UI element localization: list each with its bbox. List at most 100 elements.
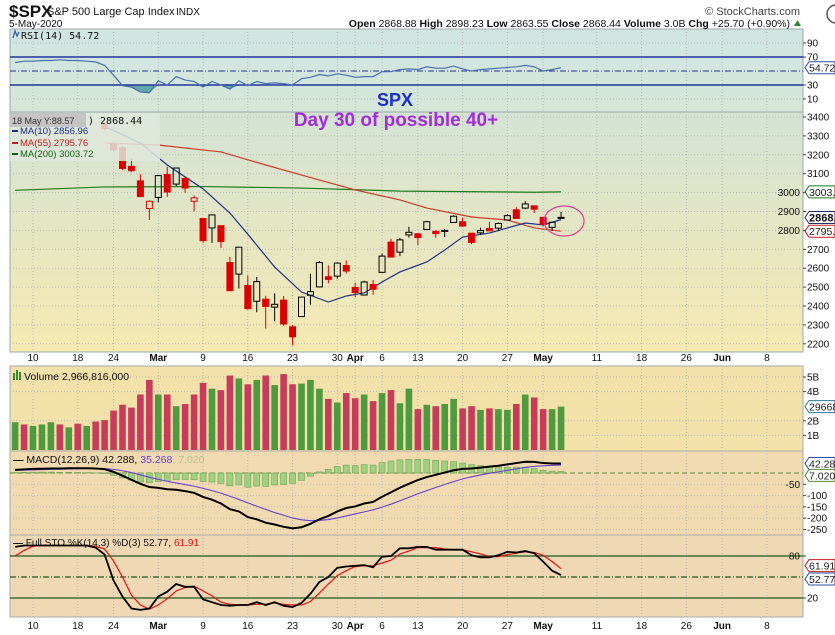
- volume-bar: [146, 379, 153, 450]
- y-tick-label: -200: [807, 514, 827, 525]
- x-tick-label: 10: [27, 621, 39, 632]
- candle: [512, 207, 520, 220]
- volume-bar: [369, 401, 377, 450]
- candle: [387, 238, 395, 258]
- logo-icon: [826, 4, 835, 24]
- volume-bar: [74, 423, 82, 450]
- candle-body: [396, 239, 404, 253]
- candle: [548, 221, 556, 231]
- macd-histogram-bar: [262, 472, 270, 487]
- candle: [262, 295, 270, 329]
- volume-bar: [468, 406, 475, 450]
- right-axis-tags: 54.72 3003.7 2868.4 2795.7 29668 42.2887.020 6…: [804, 61, 835, 586]
- candle: [289, 324, 297, 346]
- volume-bar: [163, 394, 171, 450]
- y-tick-label: -50: [786, 480, 801, 491]
- macd-histogram-bar: [342, 464, 350, 474]
- volume-bar: [539, 409, 547, 450]
- candle: [306, 273, 314, 305]
- tag-box: [804, 224, 835, 238]
- x-tick-label: 27: [502, 621, 514, 632]
- volume-bar: [217, 390, 225, 450]
- volume-bar: [360, 394, 368, 450]
- candle: [503, 213, 511, 221]
- macd-histogram-bar: [396, 459, 404, 474]
- macd-histogram-bar: [271, 472, 278, 486]
- triangle-up-icon: [794, 20, 801, 26]
- volume-bar: [477, 409, 484, 450]
- annotation-subtitle: Day 30 of possible 40+: [294, 110, 498, 131]
- macd-histogram-bar: [369, 464, 377, 474]
- chg-value: +25.70 (+0.90%): [712, 18, 790, 30]
- y-tick-label: 2300: [807, 320, 830, 331]
- candle: [235, 246, 243, 289]
- x-tick-label: 27: [502, 353, 514, 364]
- macd-histogram-bar: [325, 469, 332, 474]
- macd-histogram-bar: [298, 472, 305, 481]
- volume-bar: [137, 394, 144, 450]
- x-tick-label: 18: [636, 621, 648, 632]
- volume-bar: [432, 406, 440, 450]
- volume-bar: [29, 425, 37, 450]
- candle: [253, 277, 261, 313]
- x-tick-label: Apr: [347, 621, 364, 632]
- macd-histogram-bar: [557, 471, 565, 474]
- sto-legend: — Full STO %K(14,3) %D(3) 52.77, 61.91: [13, 538, 199, 549]
- ma200-legend: MA(200) 3003.72: [20, 149, 93, 160]
- x-tick-label: 9: [200, 353, 206, 364]
- candle-body: [324, 276, 332, 280]
- tag-rsi: 54.72: [804, 61, 835, 75]
- candle: [333, 262, 341, 279]
- volume-bar: [280, 374, 287, 450]
- y-tick-label: -150: [807, 502, 827, 513]
- macd-histogram-bar: [56, 472, 64, 474]
- candle: [360, 280, 368, 296]
- macd-histogram-bar: [414, 458, 422, 474]
- candle: [557, 211, 565, 219]
- x-tick-label: 13: [412, 353, 424, 364]
- x-tick-label: 23: [287, 353, 299, 364]
- x-tick-label: 8: [764, 621, 770, 632]
- volume-bar: [155, 394, 162, 450]
- volume-bar: [65, 427, 73, 450]
- volume-bar: [316, 388, 323, 450]
- macd-histogram-bar: [29, 471, 37, 474]
- y-tick-label: 3200: [807, 150, 830, 161]
- macd-histogram-bar: [65, 472, 73, 474]
- annotation-circle: [543, 205, 585, 237]
- volume-bar: [307, 379, 314, 450]
- x-tick-label: 23: [287, 621, 299, 632]
- symbol: $SPX: [9, 2, 53, 21]
- volume-bar: [459, 408, 466, 450]
- candle-body: [485, 228, 493, 232]
- volume-bar: [334, 402, 341, 450]
- tag-value: 2795.7: [809, 226, 835, 238]
- sto-d-line: [14, 544, 562, 610]
- y-tick-label: 80: [789, 552, 801, 563]
- volume-icon-bar: [19, 372, 21, 380]
- close-value: 2868.44: [583, 18, 621, 30]
- macd-histogram-bar: [172, 472, 180, 481]
- candle: [315, 261, 323, 288]
- candle: [423, 220, 431, 230]
- volume-legend: Volume 2,966,816,000: [13, 370, 129, 383]
- x-tick-label: 8: [764, 353, 770, 364]
- volume-bar: [298, 383, 305, 450]
- tag-value: 54.72: [809, 63, 835, 75]
- tag-box: [804, 210, 835, 224]
- y-tick-label: 3000: [778, 188, 801, 199]
- candle-body: [262, 298, 270, 307]
- candle-body: [459, 221, 467, 227]
- x-tick-label: 18: [636, 353, 648, 364]
- candle: [396, 237, 404, 257]
- ma10-legend: MA(10) 2856.96: [20, 126, 88, 137]
- security-name: S&P 500 Large Cap Index: [47, 6, 175, 18]
- volume-bar: [289, 384, 296, 450]
- candle: [369, 279, 377, 295]
- volume-bar: [414, 409, 422, 450]
- volume-bar: [235, 378, 243, 450]
- macd-histogram-bar: [307, 472, 314, 477]
- sto-k-line: [14, 544, 562, 611]
- volume-bar: [262, 375, 269, 450]
